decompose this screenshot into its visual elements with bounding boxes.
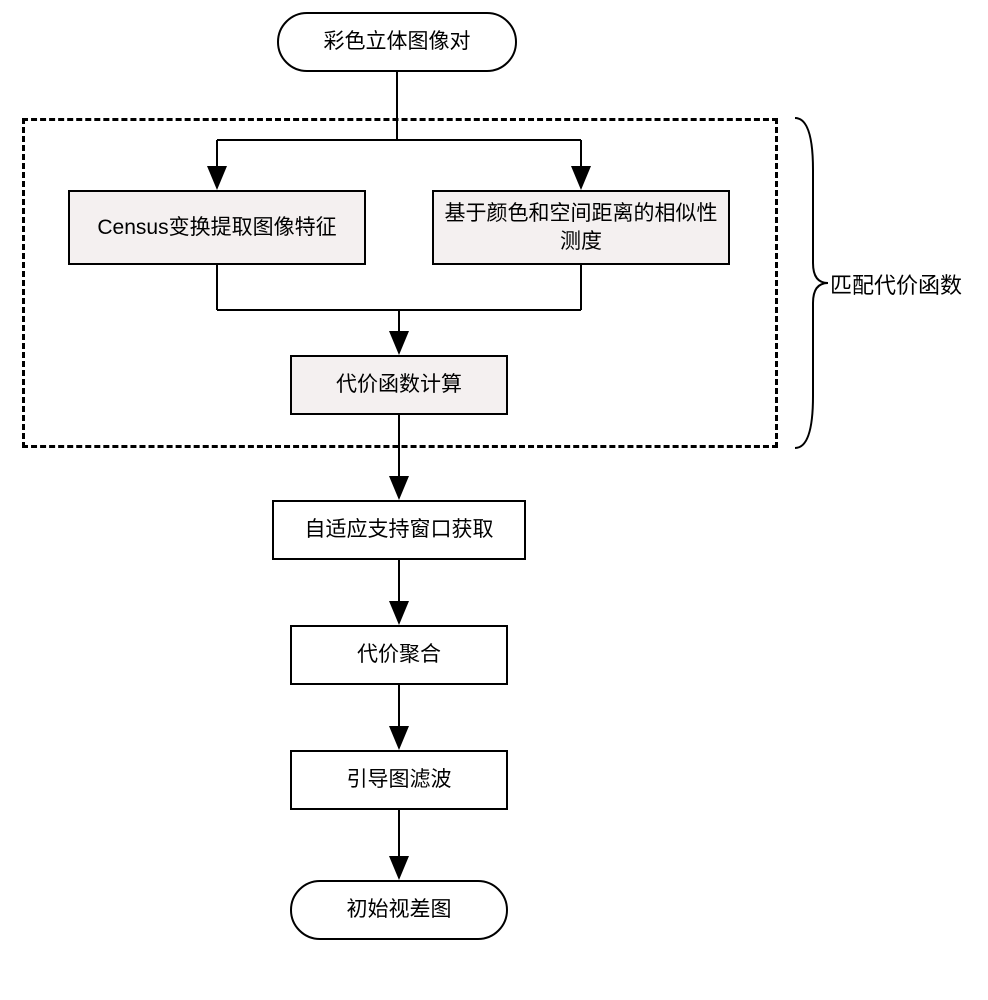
census-node: Census变换提取图像特征	[68, 190, 366, 265]
end-node: 初始视差图	[290, 880, 508, 940]
start-node: 彩色立体图像对	[277, 12, 517, 72]
filter-label: 引导图滤波	[347, 766, 452, 793]
costfn-node: 代价函数计算	[290, 355, 508, 415]
aggregate-label: 代价聚合	[357, 641, 441, 668]
costfn-label: 代价函数计算	[336, 371, 462, 398]
adaptive-node: 自适应支持窗口获取	[272, 500, 526, 560]
end-label: 初始视差图	[347, 896, 452, 923]
aggregate-node: 代价聚合	[290, 625, 508, 685]
similarity-label: 基于颜色和空间距离的相似性测度	[444, 200, 718, 255]
start-label: 彩色立体图像对	[324, 28, 471, 55]
adaptive-label: 自适应支持窗口获取	[305, 516, 494, 543]
census-label: Census变换提取图像特征	[97, 214, 336, 241]
side-label: 匹配代价函数	[830, 268, 962, 300]
filter-node: 引导图滤波	[290, 750, 508, 810]
similarity-node: 基于颜色和空间距离的相似性测度	[432, 190, 730, 265]
side-label-text: 匹配代价函数	[830, 273, 962, 298]
